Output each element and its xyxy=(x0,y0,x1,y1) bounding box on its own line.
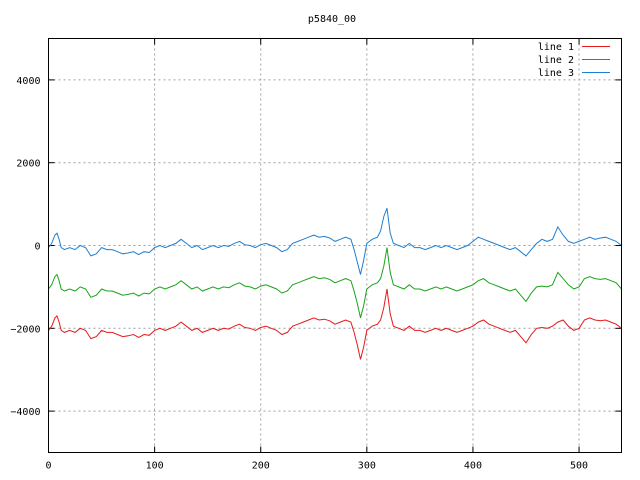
legend-label-1: line 1 xyxy=(538,42,574,53)
x-tick-label: 500 xyxy=(570,461,588,472)
x-tick-label: 100 xyxy=(146,461,164,472)
y-tick-label: −2000 xyxy=(10,324,40,335)
series-layer xyxy=(48,208,622,360)
legend-label-2: line 2 xyxy=(538,55,574,66)
plot-frame xyxy=(48,38,622,453)
y-tick-label: 4000 xyxy=(16,76,40,87)
x-tick-label: 0 xyxy=(45,461,51,472)
x-tick-label: 400 xyxy=(464,461,482,472)
x-tick-label: 300 xyxy=(358,461,376,472)
series-line-2 xyxy=(48,247,622,319)
series-line-1 xyxy=(48,288,622,360)
x-tick-label: 200 xyxy=(252,461,270,472)
legend: line 1 line 2 line 3 xyxy=(538,42,610,79)
y-tick-label: 0 xyxy=(34,242,40,253)
legend-label-3: line 3 xyxy=(538,68,574,79)
grid-layer xyxy=(48,38,622,453)
chart-title: p5840_00 xyxy=(308,14,356,25)
y-tick-label: −4000 xyxy=(10,407,40,418)
tick-layer: 0 100 200 300 400 500 −4000 −2000 0 2000 4000 xyxy=(10,38,622,472)
y-tick-label: 2000 xyxy=(16,159,40,170)
series-line-3 xyxy=(48,208,622,275)
